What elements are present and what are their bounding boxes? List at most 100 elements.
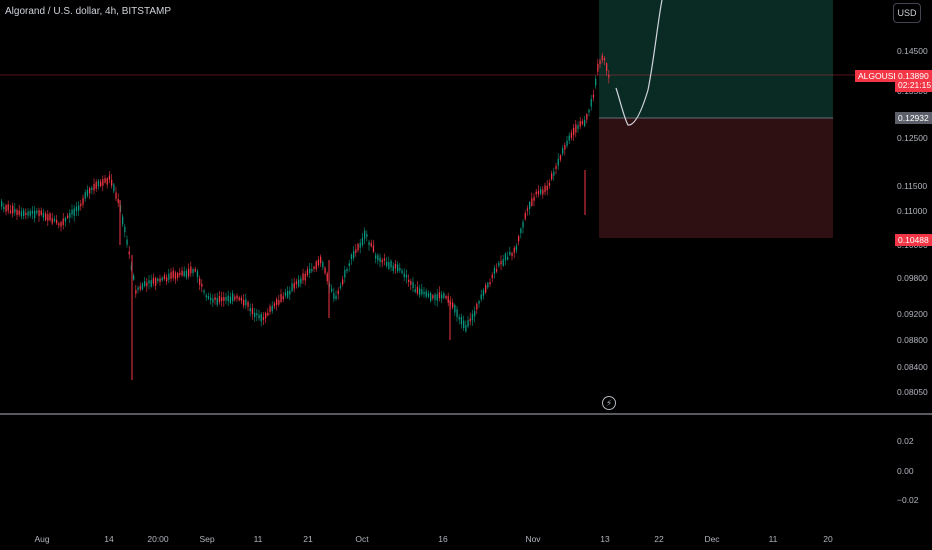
candle-body	[152, 277, 155, 284]
candle-body	[364, 230, 366, 239]
candle-body	[97, 180, 100, 187]
candle-body	[388, 262, 390, 269]
candle-body	[210, 297, 212, 301]
candle-body	[111, 179, 113, 186]
price-tick: 0.09200	[897, 309, 928, 319]
candle-body	[234, 296, 236, 300]
candle-body	[476, 303, 478, 310]
candle-body	[205, 295, 207, 298]
candle-body	[146, 282, 148, 287]
lightning-bolt-icon[interactable]: ⚡	[602, 396, 616, 410]
candle-body	[485, 285, 487, 293]
candle-body	[498, 262, 500, 266]
price-tick: 0.09800	[897, 273, 928, 283]
candle-body	[399, 268, 401, 271]
candle-body	[540, 189, 542, 194]
candle-body	[75, 206, 78, 212]
candle-body	[586, 114, 588, 120]
candle-body	[480, 294, 482, 300]
candle-body	[221, 297, 223, 301]
candle-body	[500, 261, 502, 265]
currency-button[interactable]: USD	[893, 3, 921, 23]
candle-body	[535, 191, 537, 195]
candle-body	[223, 296, 225, 301]
candle-body	[443, 292, 445, 298]
candle-body	[271, 305, 273, 312]
candle-body	[324, 267, 326, 274]
candle-body	[452, 302, 454, 308]
projection-path[interactable]	[615, 0, 663, 126]
price-tick: 0.11000	[897, 206, 928, 216]
candle-body	[438, 292, 441, 299]
candle-body	[537, 190, 540, 195]
candle-body	[280, 294, 282, 302]
candle-body	[478, 301, 480, 304]
candle-body	[201, 284, 203, 287]
time-tick: 14	[104, 534, 114, 544]
candle-body	[192, 269, 194, 274]
profit-zone[interactable]	[599, 0, 833, 118]
candle-body	[71, 209, 73, 215]
time-tick: Oct	[355, 534, 369, 544]
candle-body	[40, 210, 42, 215]
candle-body	[515, 245, 518, 251]
candle-body	[34, 210, 36, 219]
candle-body	[179, 272, 181, 275]
time-tick: 13	[600, 534, 610, 544]
candle-body	[412, 282, 414, 288]
candle-body	[496, 269, 498, 272]
candle-body	[518, 236, 520, 242]
candle-body	[163, 275, 166, 280]
candle-body	[520, 228, 522, 234]
candle-body	[3, 206, 5, 210]
candle-body	[260, 314, 262, 322]
candle-body	[592, 94, 595, 98]
candle-body	[555, 165, 557, 169]
candle-body	[359, 242, 361, 248]
candle-body	[542, 189, 544, 195]
candle-body	[36, 210, 38, 213]
candle-body	[185, 270, 188, 278]
candle-body	[430, 293, 432, 302]
candle-body	[348, 263, 350, 267]
candle-body	[170, 272, 172, 279]
candle-body	[150, 280, 152, 287]
candle-body	[130, 265, 133, 270]
candle-body	[474, 311, 476, 317]
candle-body	[45, 213, 47, 221]
candle-body	[157, 278, 159, 281]
candle-body	[78, 205, 80, 211]
candle-body	[240, 297, 243, 301]
candle-body	[58, 223, 60, 226]
candle-body	[511, 252, 513, 257]
candle-body	[463, 320, 465, 329]
candle-body	[1, 201, 3, 207]
candle-body	[394, 263, 397, 269]
candle-body	[278, 300, 280, 305]
candle-body	[599, 60, 601, 64]
candle-body	[133, 275, 135, 280]
candle-body	[174, 272, 177, 280]
loss-zone[interactable]	[599, 118, 833, 238]
bar-countdown: 02:21:15	[898, 80, 932, 90]
candle-body	[339, 285, 342, 288]
candle-body	[262, 317, 265, 320]
candle-body	[7, 204, 9, 211]
candle-body	[172, 270, 174, 278]
entry-price-badge: 0.12932	[895, 112, 932, 124]
candle-body	[236, 295, 238, 299]
candle-body	[12, 205, 14, 214]
candle-body	[309, 268, 311, 274]
candlestick-series	[1, 52, 610, 380]
candle-body	[566, 140, 568, 146]
candle-body	[267, 312, 269, 316]
candle-body	[344, 270, 346, 278]
candle-body	[183, 271, 185, 276]
candle-body	[331, 288, 333, 292]
time-tick: Dec	[704, 534, 720, 544]
candle-body	[502, 259, 504, 266]
candle-body	[568, 135, 570, 141]
candle-body	[155, 278, 157, 286]
candle-body	[273, 303, 276, 307]
